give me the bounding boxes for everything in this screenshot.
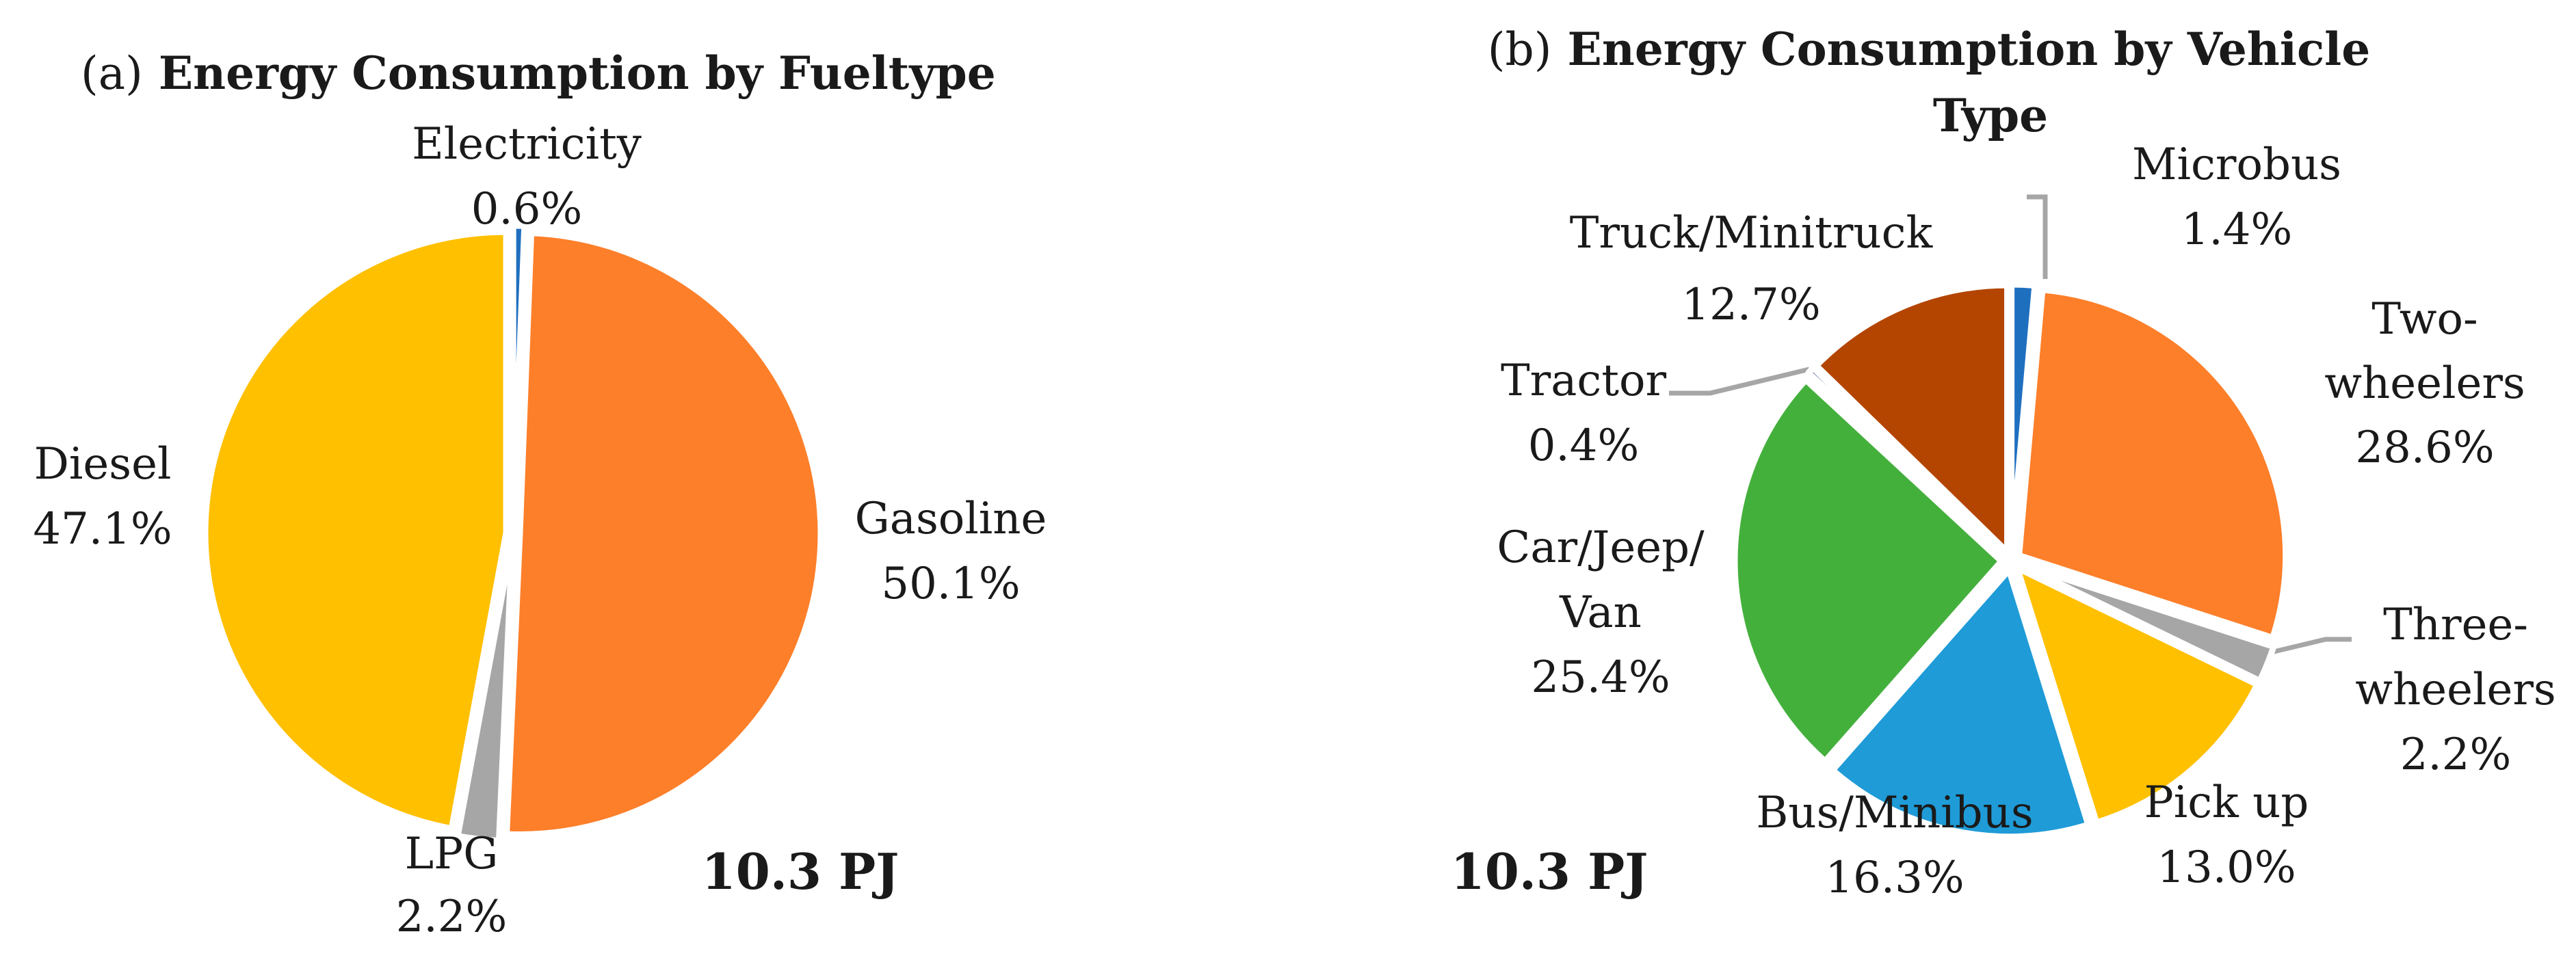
slice-value-three-wheelers: 2.2%: [2400, 730, 2512, 780]
chart-a: (a) Energy Consumption by Fueltype Elect…: [33, 46, 1047, 942]
pie-slice-bus-minibus: [1829, 567, 2092, 840]
pie-slice-pick-up: [2014, 565, 2261, 826]
slice-label-bus-minibus: Bus/Minibus: [1756, 788, 2033, 838]
pie-slice-gasoline: [503, 230, 824, 838]
slice-label-lpg: LPG: [405, 829, 499, 879]
leader-line-three-wheelers: [2265, 637, 2352, 656]
pie-slice-diesel: [202, 228, 510, 832]
slice-label-electricity: Electricity: [412, 119, 642, 170]
slice-label-diesel: Diesel: [34, 439, 172, 490]
chart-b-title-line2: Type: [1933, 89, 2048, 142]
slice-value-pick-up: 13.0%: [2157, 842, 2296, 893]
pie-slice-truck-minitruck: [1813, 282, 2011, 555]
slice-value-diesel: 47.1%: [33, 504, 172, 555]
slice-value-truck-minitruck: 12.7%: [1681, 280, 1820, 330]
slice-label-three-wheelers-2: wheelers: [2355, 665, 2556, 715]
slice-label-gasoline: Gasoline: [855, 494, 1047, 544]
pie-slice-microbus: [2008, 281, 2038, 555]
slice-value-two-wheelers: 28.6%: [2355, 423, 2494, 473]
slice-value-gasoline: 50.1%: [881, 559, 1020, 609]
slice-value-bus-minibus: 16.3%: [1825, 853, 1964, 903]
chart-b-title: (b) Energy Consumption by Vehicle: [1488, 23, 2370, 76]
slice-label-car-jeep-van-2: Van: [1559, 587, 1642, 638]
leader-line-microbus: [2027, 194, 2048, 279]
slice-value-lpg: 2.2%: [396, 892, 508, 942]
slice-label-three-wheelers: Three-: [2383, 600, 2528, 650]
slice-label-two-wheelers-2: wheelers: [2324, 358, 2525, 409]
leader-line-tractor: [1669, 366, 1810, 396]
chart-b-total: 10.3 PJ: [1451, 842, 1648, 901]
pie-slice-car-jeep-van: [1731, 377, 2005, 764]
slice-value-tractor: 0.4%: [1528, 421, 1640, 471]
slice-label-microbus: Microbus: [2132, 139, 2341, 190]
pie-slice-two-wheelers: [2016, 286, 2289, 641]
chart-a-title: (a) Energy Consumption by Fueltype: [81, 46, 996, 100]
slice-label-pick-up: Pick up: [2144, 777, 2309, 828]
pie-slice-electricity: [510, 222, 528, 530]
chart-b: (b) Energy Consumption by Vehicle Type M…: [1451, 23, 2556, 903]
chart-b-leader-lines: [1669, 194, 2352, 656]
slice-label-tractor: Tractor: [1501, 356, 1667, 406]
slice-value-car-jeep-van: 25.4%: [1531, 652, 1670, 703]
slice-label-truck-minitruck: Truck/Minitruck: [1570, 208, 1934, 258]
pie-slice-three-wheelers: [2016, 561, 2277, 684]
pie-slice-lpg: [454, 537, 516, 844]
chart-a-total: 10.3 PJ: [702, 842, 899, 901]
chart-a-slices: [202, 222, 824, 844]
slice-value-electricity: 0.6%: [471, 184, 583, 235]
slice-label-car-jeep-van: Car/Jeep/: [1497, 522, 1705, 573]
pie-slice-tractor: [1805, 364, 2008, 557]
slice-value-microbus: 1.4%: [2181, 204, 2293, 255]
chart-b-slices: [1731, 281, 2289, 840]
slice-label-two-wheelers: Two-: [2371, 294, 2478, 345]
